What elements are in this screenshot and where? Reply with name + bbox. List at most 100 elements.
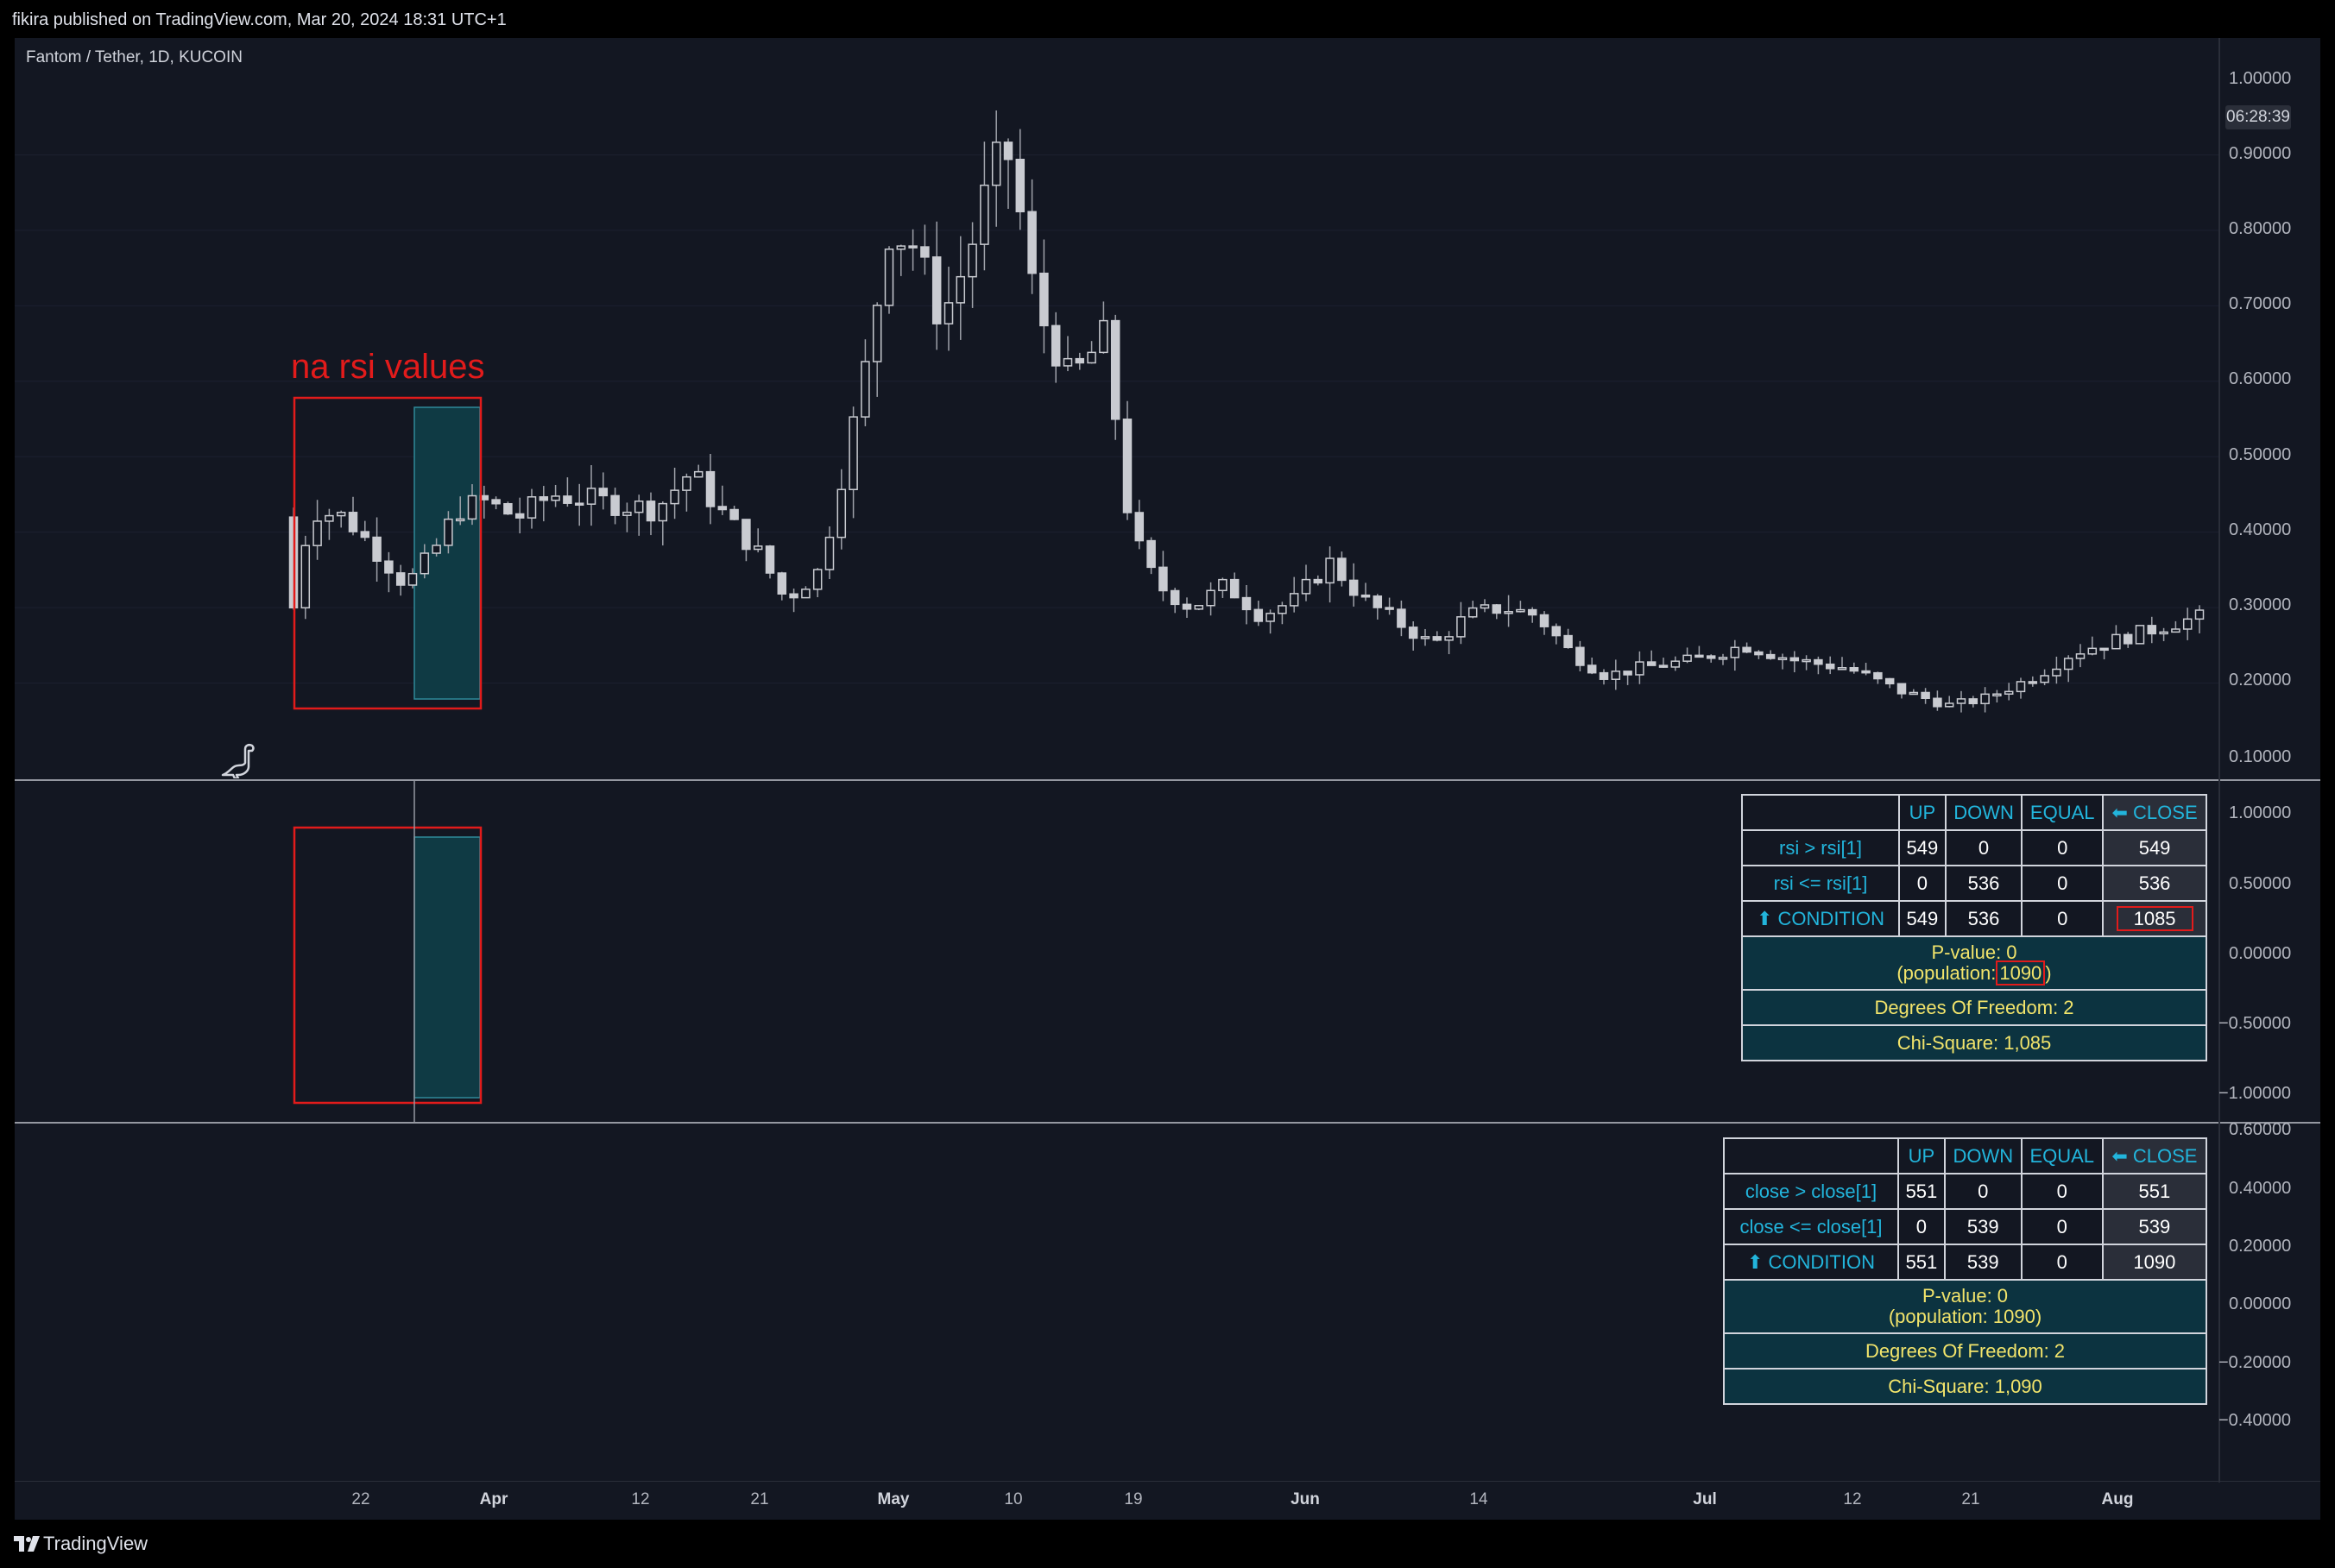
candlestick-chart[interactable] [15, 38, 2320, 1520]
symbol-label[interactable]: Fantom / Tether, 1D, KUCOIN [26, 48, 243, 66]
candle-body [705, 470, 716, 507]
candle-body [325, 514, 334, 522]
candle-body [1348, 579, 1359, 596]
price-label: 0.50000 [2229, 874, 2292, 893]
candle-body [1909, 691, 1919, 696]
candle-body [896, 245, 906, 250]
table-row: rsi <= rsi[1] 0 536 0 536 [1741, 865, 2207, 902]
column-header-close: ⬅ CLOSE [2101, 1137, 2208, 1174]
candle-body [1385, 607, 1394, 610]
candle-body [432, 545, 441, 554]
price-label: 0.00000 [2229, 1294, 2292, 1313]
rsi-highlight-region [413, 836, 481, 1099]
tradingview-logo[interactable]: TradingView [14, 1533, 148, 1555]
cell-equal: 0 [2020, 1244, 2104, 1281]
candle-body [2159, 631, 2168, 635]
candle-body [789, 593, 798, 599]
price-label: 0.70000 [2229, 294, 2292, 313]
candle-body [1373, 595, 1383, 608]
close-stats-table: UP DOWN EQUAL ⬅ CLOSE close > close[1] 5… [1723, 1137, 2208, 1405]
candle-body [1539, 614, 1549, 627]
candle-body [1325, 557, 1335, 584]
table-row: Chi-Square: 1,090 [1723, 1368, 2207, 1405]
candle-body [2194, 609, 2205, 620]
time-tick: May [877, 1490, 910, 1508]
time-tick: Apr [479, 1490, 508, 1508]
candle-body [1694, 654, 1704, 658]
candle-body [1253, 608, 1264, 622]
rsi-stats-table: UP DOWN EQUAL ⬅ CLOSE rsi > rsi[1] 549 0… [1741, 794, 2207, 1061]
candle-body [1444, 636, 1454, 641]
cell-up: 0 [1897, 1208, 1946, 1245]
candle-body [1730, 646, 1740, 658]
cell-down: 539 [1943, 1208, 2023, 1245]
candle-body [1980, 693, 1990, 705]
time-tick: 14 [1469, 1490, 1488, 1508]
cell-up: 549 [1898, 829, 1947, 866]
population-text: (population: 1090) [1888, 1306, 2042, 1327]
cell-close: 539 [2101, 1208, 2208, 1245]
candle-body [372, 536, 382, 562]
price-label: −0.20000 [2218, 1353, 2291, 1372]
column-header-up: UP [1897, 1137, 1946, 1174]
candle-body [1754, 651, 1764, 656]
column-header-down: DOWN [1943, 1137, 2023, 1174]
candle-body [1408, 627, 1418, 639]
cell-down: 539 [1943, 1244, 2023, 1281]
column-header-equal: EQUAL [2020, 1137, 2104, 1174]
row-label: close > close[1] [1723, 1173, 1899, 1210]
candle-body [968, 243, 977, 278]
candle-body [1742, 646, 1751, 653]
time-tick: 12 [631, 1490, 650, 1508]
price-label: −0.50000 [2218, 1014, 2291, 1033]
cell-close: 551 [2101, 1173, 2208, 1210]
candle-body [812, 569, 823, 590]
candle-body [1456, 616, 1466, 638]
candle-body [1075, 357, 1085, 364]
candle-body [849, 416, 858, 490]
candle-body [1658, 664, 1669, 668]
candle-body [991, 142, 1001, 186]
candle-body [574, 502, 584, 506]
price-label: 0.30000 [2229, 595, 2292, 614]
dino-icon[interactable] [219, 740, 257, 778]
candle-body [2099, 647, 2109, 652]
time-tick: 21 [750, 1490, 769, 1508]
cell-up: 551 [1897, 1244, 1946, 1281]
cell-equal: 0 [2021, 900, 2105, 937]
candle-body [455, 518, 465, 522]
annotation-text[interactable]: na rsi values [291, 348, 485, 386]
dof-cell: Degrees Of Freedom: 2 [1723, 1332, 2207, 1370]
candle-body [1623, 671, 1632, 676]
tradingview-logo-icon [14, 1536, 40, 1552]
pvalue-text: P-value: 0 [1931, 941, 2017, 963]
price-label: 0.50000 [2229, 445, 2292, 464]
candle-body [1099, 319, 1108, 354]
candle-body [551, 495, 560, 501]
candle-body [765, 545, 775, 574]
pane-separator-1[interactable] [15, 779, 2320, 781]
pvalue-text: P-value: 0 [1922, 1285, 2009, 1307]
candle-body [801, 589, 811, 599]
candle-body [2171, 628, 2180, 633]
time-tick: 19 [1124, 1490, 1143, 1508]
candle-body [1587, 664, 1597, 674]
time-tick: 10 [1004, 1490, 1023, 1508]
cell-close-total: 1085 [2102, 900, 2207, 937]
candle-body [1933, 697, 1942, 708]
chi-cell: Chi-Square: 1,090 [1723, 1368, 2207, 1405]
candle-body [1718, 657, 1728, 660]
candle-body [1825, 663, 1835, 670]
candle-body [1087, 351, 1096, 364]
pane-separator-2[interactable] [15, 1122, 2320, 1124]
candle-body [634, 501, 644, 513]
column-header-up: UP [1898, 794, 1947, 831]
price-label: −1.00000 [2218, 1084, 2291, 1103]
price-label: 0.00000 [2229, 944, 2292, 963]
candle-body [586, 488, 596, 505]
table-row: ⬆ CONDITION 549 536 0 1085 [1741, 900, 2207, 937]
publish-header [0, 0, 2335, 40]
candle-body [1504, 611, 1513, 614]
price-label: 0.40000 [2229, 520, 2292, 539]
candle-body [1765, 653, 1776, 659]
